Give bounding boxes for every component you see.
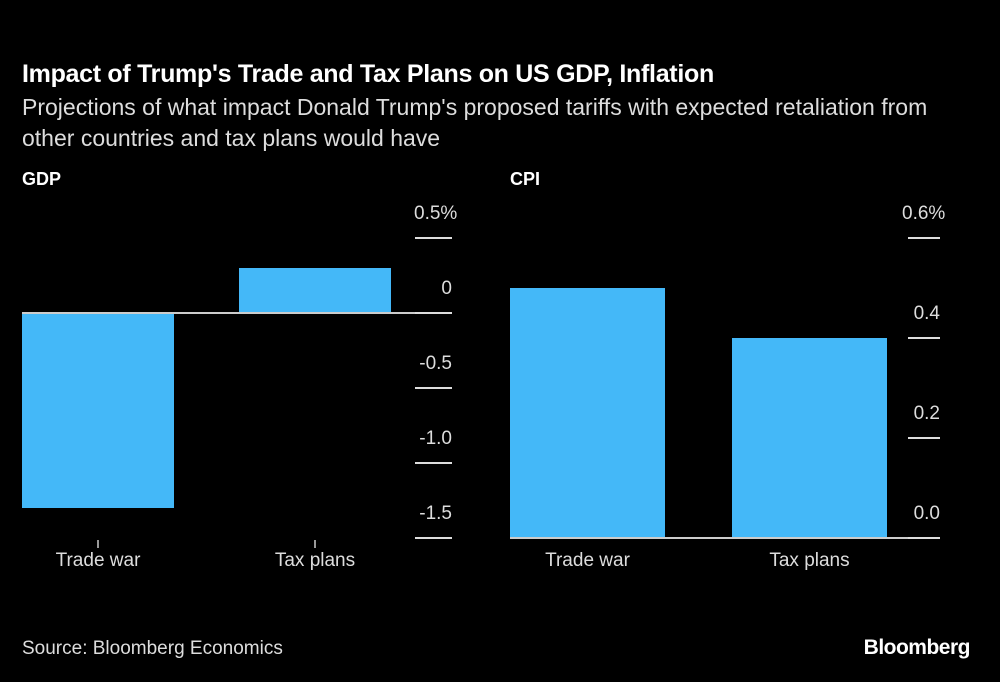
panel-title-gdp: GDP [22,169,61,189]
y-tick-label: 0.5% [414,203,457,224]
y-tick-label: 0.4 [914,303,941,324]
y-tick-label: 0.0 [914,503,940,524]
y-tick-label: -1.5 [419,503,452,524]
y-tick-label: 0.2 [914,403,940,424]
category-label: Tax plans [275,550,355,571]
y-tick-label: -0.5 [419,353,452,374]
bar-cpi-trade-war [510,288,665,538]
y-tick-label: 0 [441,278,452,299]
bar-gdp-trade-war [22,313,174,508]
y-tick-label: -1.0 [419,428,452,449]
panel-title-cpi: CPI [510,169,540,189]
category-label: Trade war [545,550,630,571]
chart-subtitle: Projections of what impact Donald Trump'… [22,94,928,151]
category-label: Tax plans [769,550,849,571]
bar-gdp-tax-plans [239,268,391,313]
source-note: Source: Bloomberg Economics [22,638,283,659]
category-label: Trade war [56,550,141,571]
chart-title: Impact of Trump's Trade and Tax Plans on… [22,60,714,88]
y-tick-label: 0.6% [902,203,945,224]
bar-cpi-tax-plans [732,338,887,538]
bloomberg-logo: Bloomberg [863,636,971,659]
